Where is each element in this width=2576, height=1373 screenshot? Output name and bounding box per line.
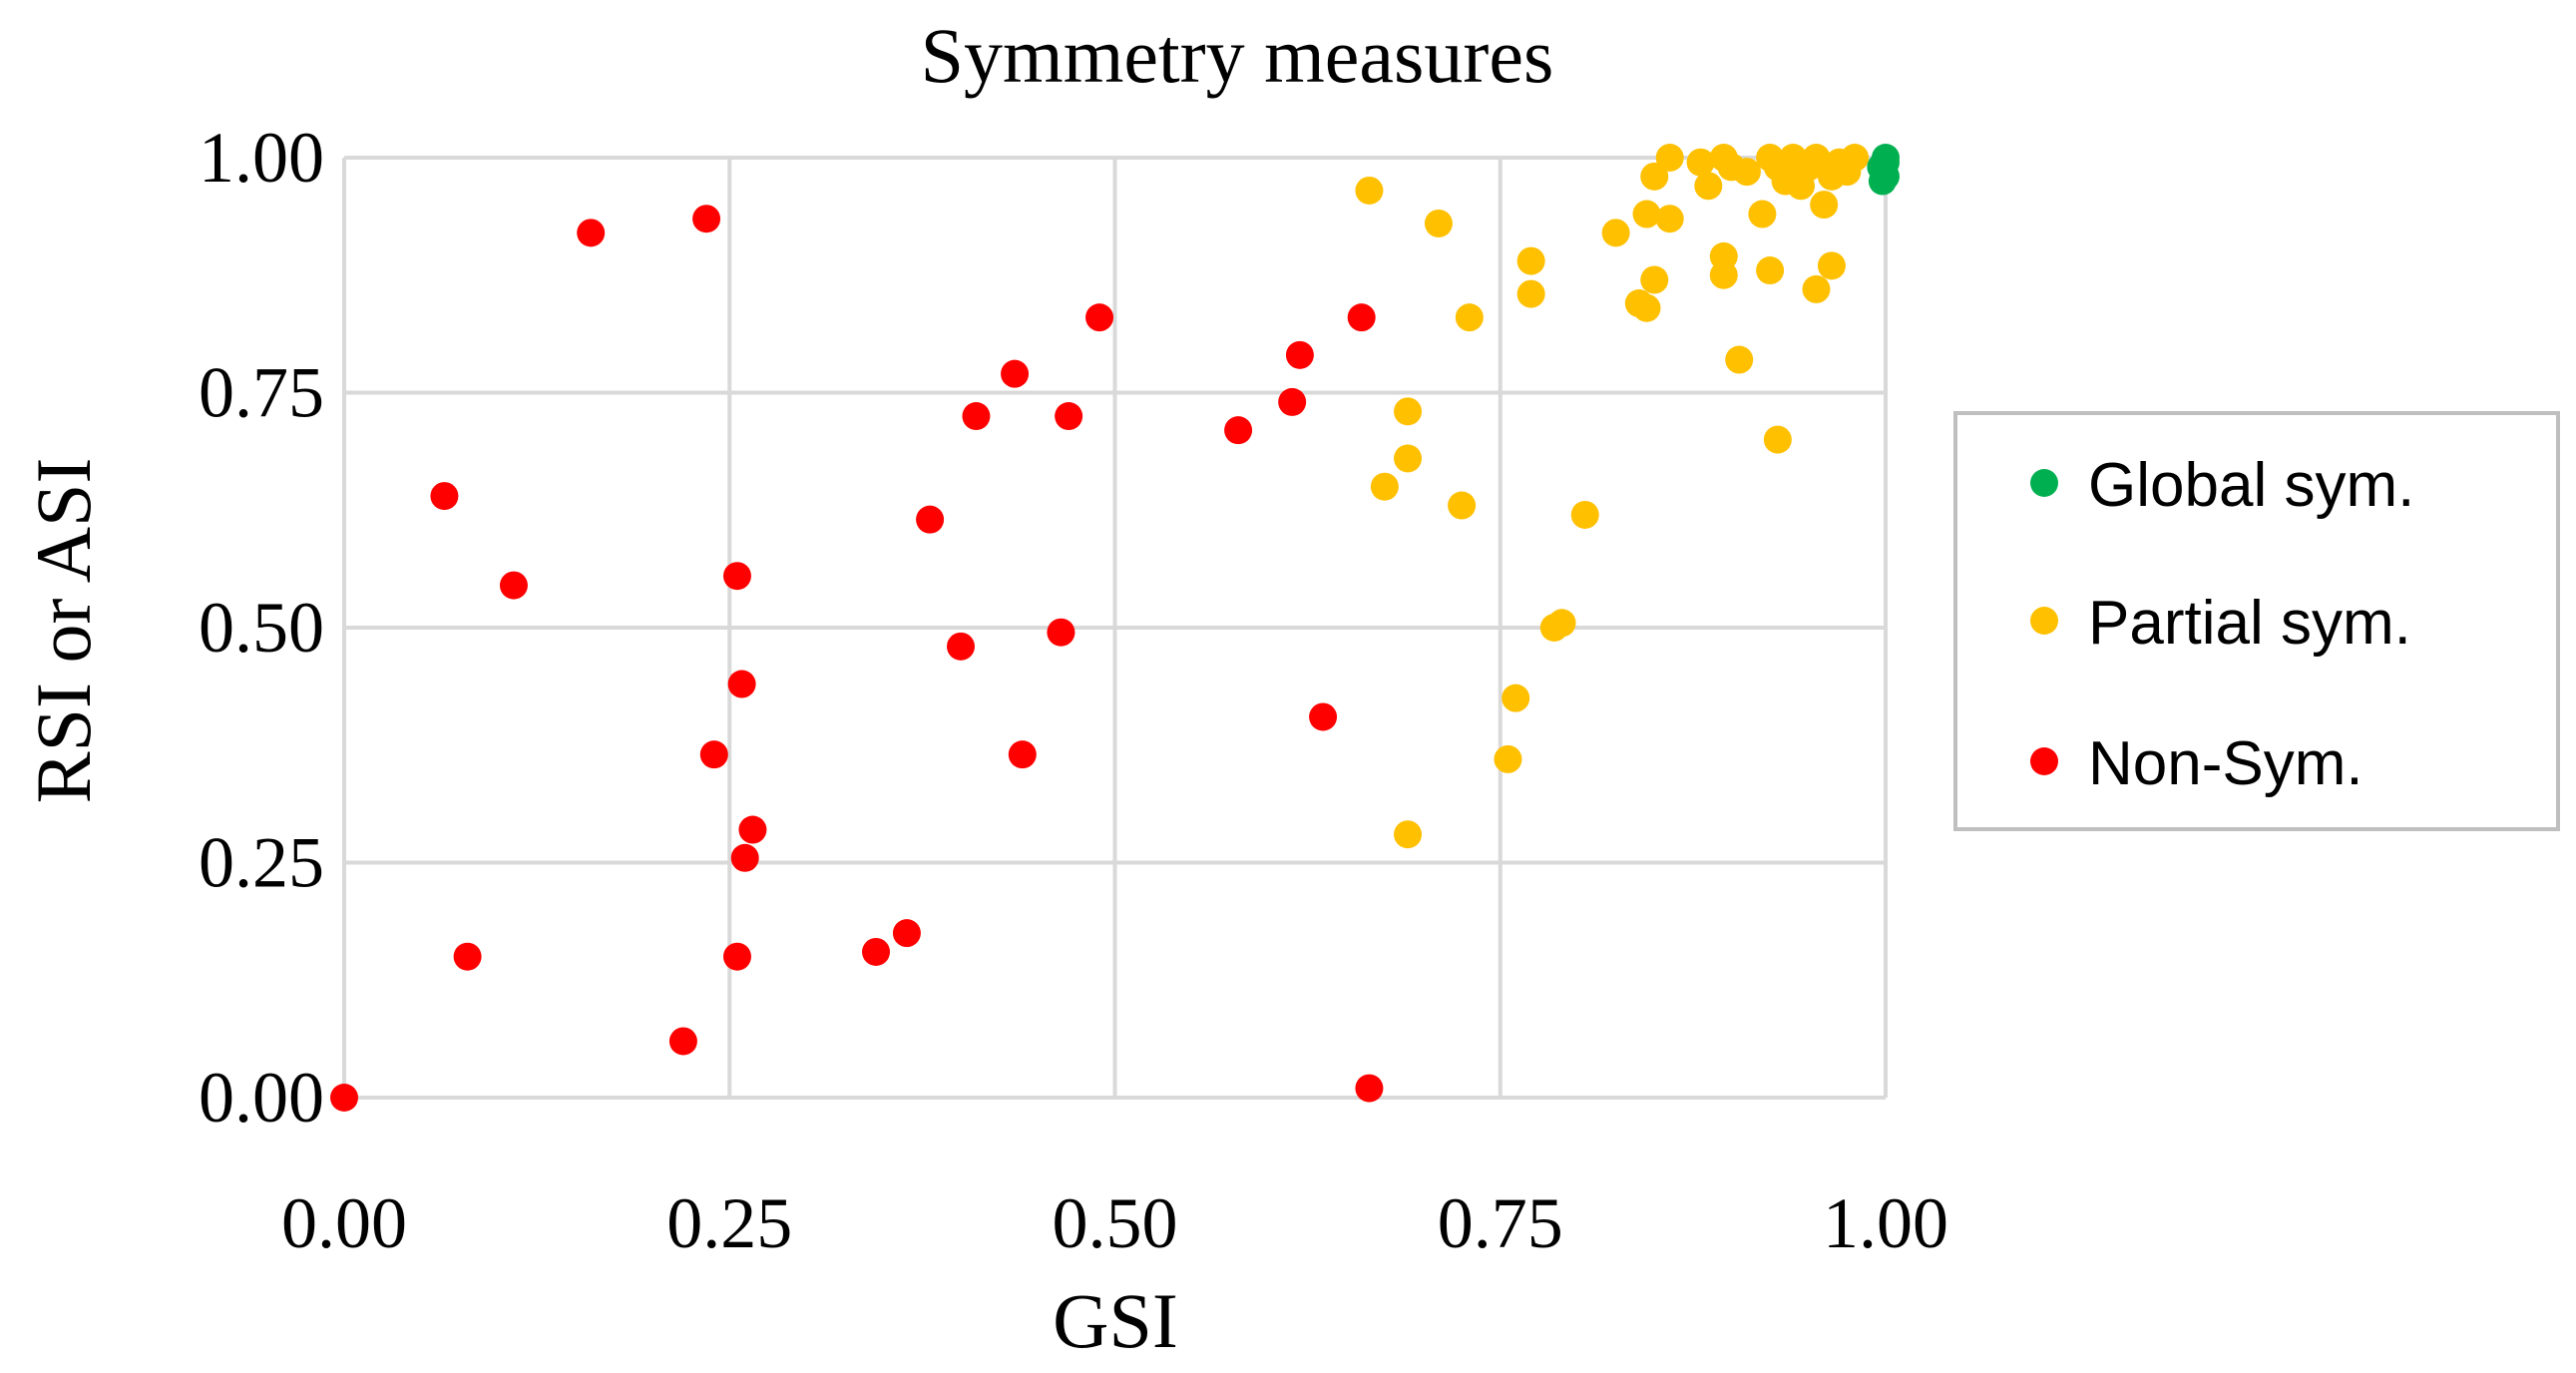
- data-point-partial: [1632, 200, 1661, 229]
- data-point-partial: [1394, 820, 1423, 849]
- data-point-non-sym: [862, 937, 891, 966]
- x-axis-ticks: 0.00 0.25 0.50 0.75 1.00: [281, 1183, 1948, 1263]
- data-point-non-sym: [1309, 702, 1338, 731]
- data-point-partial: [1547, 609, 1576, 638]
- data-point-partial: [1394, 444, 1423, 473]
- data-point-partial: [1494, 744, 1522, 773]
- x-tick-label: 0.75: [1438, 1183, 1563, 1263]
- data-point-partial: [1655, 205, 1684, 233]
- data-point-partial: [1810, 191, 1839, 220]
- legend-label-global: Global sym.: [2088, 451, 2414, 520]
- x-tick-label: 1.00: [1823, 1183, 1948, 1263]
- x-tick-label: 0.00: [281, 1183, 407, 1263]
- data-point-partial: [1802, 144, 1831, 172]
- data-point-partial: [1694, 172, 1723, 201]
- data-point-non-sym: [1001, 359, 1030, 388]
- data-point-partial: [1570, 500, 1599, 529]
- data-point-non-sym: [1085, 303, 1114, 332]
- data-point-partial: [1748, 200, 1777, 229]
- data-point-non-sym: [453, 942, 482, 971]
- data-point-non-sym: [1347, 303, 1376, 332]
- data-point-partial: [1640, 162, 1669, 191]
- data-point-partial: [1516, 246, 1545, 275]
- data-point-partial: [1394, 397, 1423, 426]
- y-tick-label: 1.00: [199, 118, 324, 198]
- x-tick-label: 0.50: [1053, 1183, 1178, 1263]
- data-point-non-sym: [916, 505, 945, 534]
- data-points: [330, 144, 1900, 1112]
- data-point-non-sym: [1285, 340, 1314, 369]
- data-point-partial: [1817, 162, 1846, 191]
- legend: Global sym. Partial sym. Non-Sym.: [1953, 411, 2560, 831]
- data-point-partial: [1370, 472, 1399, 501]
- y-tick-label: 0.00: [199, 1058, 324, 1138]
- data-point-non-sym: [430, 482, 459, 511]
- data-point-partial: [1732, 158, 1761, 187]
- data-point-partial: [1632, 293, 1661, 322]
- legend-label-non-sym: Non-Sym.: [2088, 729, 2363, 798]
- data-point-non-sym: [947, 632, 975, 661]
- y-axis-ticks: 0.00 0.25 0.50 0.75 1.00: [199, 118, 324, 1138]
- data-point-non-sym: [668, 1027, 697, 1056]
- chart-title: Symmetry measures: [921, 12, 1554, 99]
- data-point-partial: [1725, 345, 1754, 374]
- y-axis-label: RSI or ASI: [20, 458, 107, 804]
- data-point-non-sym: [1355, 1074, 1384, 1103]
- data-point-partial: [1601, 219, 1630, 247]
- data-point-non-sym: [1055, 402, 1083, 431]
- data-point-non-sym: [962, 402, 991, 431]
- data-point-non-sym: [330, 1084, 358, 1112]
- y-tick-label: 0.50: [199, 588, 324, 668]
- data-point-partial: [1655, 144, 1684, 172]
- data-point-partial: [1763, 425, 1792, 454]
- data-point-partial: [1817, 251, 1846, 280]
- data-point-partial: [1802, 274, 1831, 303]
- x-axis-label: GSI: [1053, 1277, 1178, 1364]
- data-point-partial: [1756, 256, 1785, 285]
- y-tick-label: 0.75: [199, 353, 324, 433]
- data-point-non-sym: [722, 562, 751, 591]
- legend-marker-partial: [2030, 607, 2058, 635]
- data-point-non-sym: [892, 919, 921, 948]
- data-point-partial: [1709, 260, 1738, 289]
- legend-marker-non-sym: [2030, 747, 2058, 775]
- data-point-partial: [1686, 148, 1715, 177]
- data-point-non-sym: [722, 942, 751, 971]
- data-point-non-sym: [738, 815, 767, 844]
- gridlines: [342, 156, 1888, 1100]
- data-point-non-sym: [1008, 740, 1037, 769]
- data-point-partial: [1516, 279, 1545, 308]
- data-point-partial: [1502, 684, 1530, 712]
- data-point-partial: [1640, 265, 1669, 294]
- data-point-non-sym: [499, 571, 528, 600]
- data-point-partial: [1424, 209, 1453, 237]
- data-point-non-sym: [730, 843, 759, 872]
- data-point-partial: [1448, 491, 1477, 520]
- data-point-non-sym: [1278, 387, 1307, 416]
- data-point-non-sym: [727, 670, 756, 698]
- data-point-global: [1872, 162, 1900, 191]
- legend-label-partial: Partial sym.: [2088, 589, 2411, 658]
- data-point-partial: [1355, 176, 1384, 205]
- data-point-non-sym: [692, 205, 721, 233]
- data-point-partial: [1841, 144, 1870, 172]
- data-point-partial: [1455, 303, 1484, 332]
- legend-marker-global: [2030, 469, 2058, 497]
- data-point-non-sym: [1224, 416, 1253, 445]
- data-point-non-sym: [699, 740, 728, 769]
- data-point-non-sym: [577, 219, 606, 247]
- y-tick-label: 0.25: [199, 823, 324, 903]
- x-tick-label: 0.25: [666, 1183, 792, 1263]
- data-point-non-sym: [1047, 618, 1075, 647]
- data-point-partial: [1779, 144, 1808, 172]
